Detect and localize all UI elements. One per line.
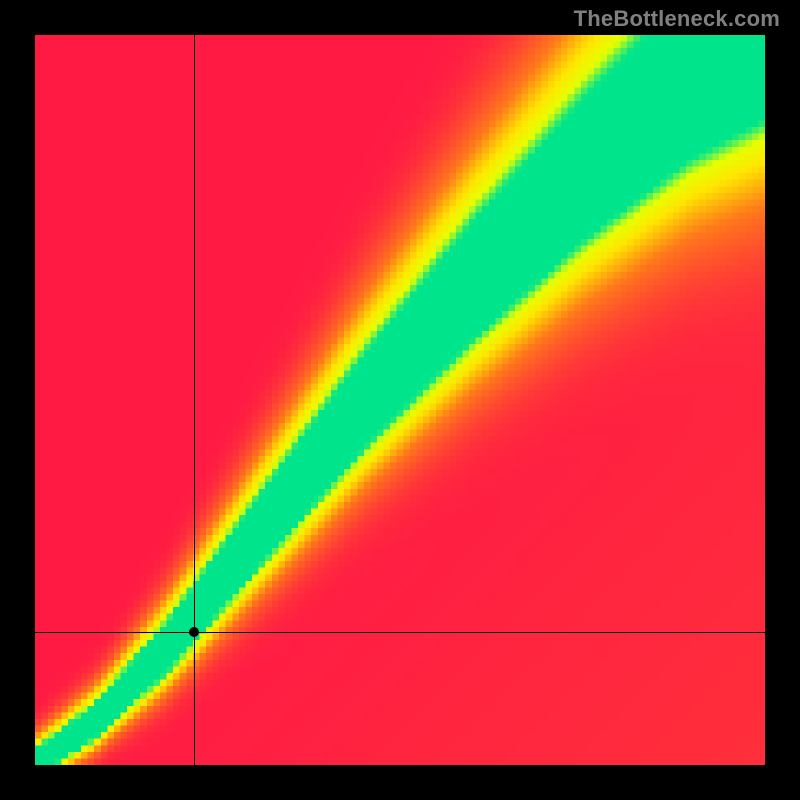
crosshair-horizontal — [35, 632, 765, 633]
crosshair-vertical — [194, 35, 195, 765]
bottleneck-heatmap — [35, 35, 765, 765]
watermark-text: TheBottleneck.com — [574, 6, 780, 32]
